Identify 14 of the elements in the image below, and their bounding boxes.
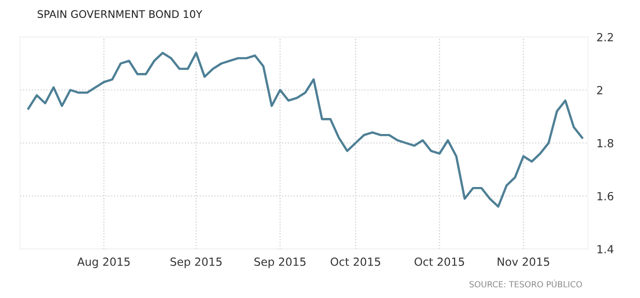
- x-tick-label: Oct 2015: [330, 258, 380, 266]
- x-tick-label: Sep 2015: [170, 258, 222, 268]
- source-note: SOURCE: TESORO PÚBLICO: [470, 280, 582, 288]
- y-tick-label: 2: [597, 86, 602, 94]
- y-tick-label: 2.2: [597, 32, 613, 42]
- x-tick-label: Sep 2015: [254, 258, 306, 268]
- y-tick-label: 1.8: [598, 138, 614, 148]
- y-tick-label: 1.4: [598, 245, 614, 254]
- x-tick-label: Aug 2015: [77, 258, 130, 268]
- chart-title: SPAIN GOVERNMENT BOND 10Y: [38, 10, 202, 18]
- line-series: [27, 52, 584, 208]
- x-tick-label: Oct 2015: [414, 258, 464, 266]
- y-tick-label: 1.6: [598, 192, 614, 200]
- x-tick-label: Nov 2015: [498, 258, 550, 266]
